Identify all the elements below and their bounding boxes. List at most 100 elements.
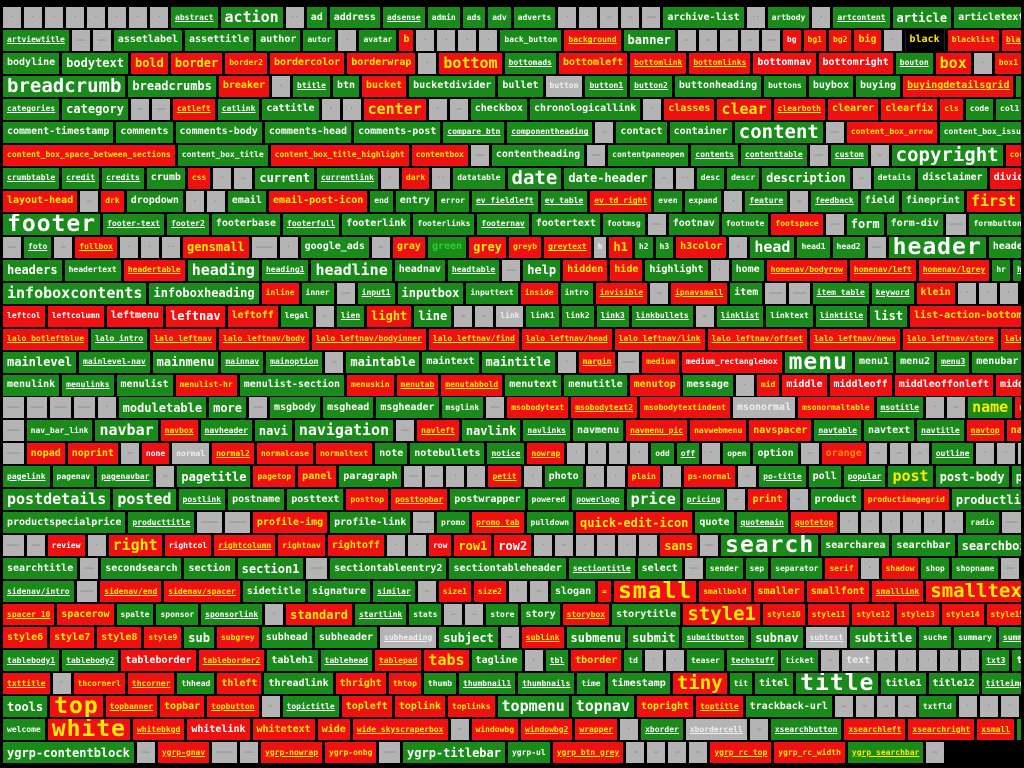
tag-box: quote — [695, 512, 734, 534]
tag-box: subtext — [805, 627, 848, 649]
illegible-tag-box: · — [630, 443, 649, 465]
tag-box: stats — [409, 604, 442, 626]
tag-box: petit — [488, 466, 521, 488]
tag-box: msotitle — [876, 397, 924, 419]
tag-box: background — [564, 29, 621, 51]
tag-box: storybox — [562, 604, 610, 626]
tag-box: thumbnail1 — [459, 673, 516, 695]
tag-box: pagetitle — [177, 466, 251, 488]
illegible-tag-box: · — [597, 535, 616, 557]
tag-box: bg1 — [803, 29, 826, 51]
tag-row: ——— nav_bar_link navbar navbox navheader navi… — [3, 420, 1021, 442]
tag-box: topbar — [160, 696, 205, 718]
tag-box: powerlogo — [572, 489, 624, 511]
illegible-tag-box: — — [740, 29, 759, 51]
tag-box: h — [593, 236, 607, 258]
tag-box: ev_fieldleft — [471, 190, 538, 212]
tag-box: comments-head — [264, 121, 352, 143]
tag-row: ygrp-contentblock —— ygrp-gnav ———— —— ygrp-n… — [3, 742, 1021, 763]
illegible-tag-box: — — [647, 742, 666, 763]
illegible-tag-box: — — [325, 351, 344, 373]
tag-row: txttitle · thcornerl thcorner thhead thleft th… — [3, 673, 1021, 695]
tag-box: inputtext — [466, 282, 518, 304]
tag-row: ——— —— review · right rightcol rightcolumn righ… — [3, 535, 1021, 557]
tag-box: contact — [616, 121, 667, 143]
tag-box: btitle — [293, 75, 330, 97]
tag-box: content_box_title — [177, 144, 268, 166]
tag-box: bordercolor — [269, 52, 345, 74]
tag-row: searchtitle —— secondsearch section section1… — [3, 558, 1021, 580]
tag-box: wide_skyscraperbox — [352, 719, 448, 741]
tag-box: title — [796, 673, 879, 695]
tag-box: outline — [931, 443, 974, 465]
tag-box: divider — [989, 167, 1021, 189]
tag-box: inputbox — [397, 282, 464, 304]
illegible-tag-box: · — [24, 7, 42, 28]
tag-box: msobodytext2 — [571, 397, 638, 419]
tag-box: button1 — [585, 75, 628, 97]
tag-box: articletext — [954, 7, 1021, 28]
illegible-tag-box: · — [840, 512, 859, 534]
tag-box: middleoffonleft — [894, 374, 993, 396]
illegible-tag-box: — — [465, 604, 484, 626]
tag-box: leftnav — [166, 305, 225, 327]
tag-box: navtext — [863, 420, 915, 442]
tag-box: big — [854, 29, 881, 51]
tag-box: = — [598, 581, 611, 603]
illegible-tag-box: —— — [700, 535, 719, 557]
tag-box: searcharea — [821, 535, 890, 557]
tag-box: subgrey — [216, 627, 259, 649]
illegible-tag-box: —— — [470, 144, 489, 166]
tag-box: headtable — [447, 259, 500, 281]
illegible-tag-box: — — [926, 742, 945, 763]
illegible-tag-box: — — [371, 236, 390, 258]
illegible-tag-box: · — [919, 650, 938, 672]
tag-box: css — [187, 167, 211, 189]
tag-box: input1 — [357, 282, 395, 304]
illegible-tag-box: — — [889, 443, 908, 465]
tag-box: infoboxheading — [149, 282, 259, 304]
tag-box: sponsorlink — [201, 604, 263, 626]
tag-box: greytext — [544, 236, 591, 258]
tag-box: postlink — [178, 489, 226, 511]
tag-box: tiny — [672, 673, 727, 695]
tag-box: expand — [684, 190, 722, 212]
tag-box: navlinks — [523, 420, 570, 442]
tag-box: navspacer — [749, 420, 812, 442]
tag-box: button2 — [630, 75, 672, 97]
tag-row: infoboxcontents infoboxheading inline inner… — [3, 282, 1021, 304]
illegible-tag-box: — — [600, 7, 619, 28]
tag-row: artviewtitle —— —— assetlabel assettitle auth… — [3, 29, 1021, 51]
tag-box: more — [209, 397, 247, 419]
tag-box: maintext — [422, 351, 479, 373]
illegible-tag-box: · — [882, 512, 901, 534]
illegible-tag-box: — — [120, 443, 139, 465]
tag-box: tablebody2 — [62, 650, 119, 672]
tag-box: smaller — [753, 581, 804, 603]
illegible-tag-box: — — [234, 167, 253, 189]
tag-box: small — [613, 581, 697, 603]
tag-box: welcome — [3, 719, 45, 741]
tag-box: content_box_space_between_sections — [3, 144, 175, 166]
tag-box: ygrp_rc_width — [774, 742, 845, 763]
tag-box: right — [108, 535, 162, 557]
tag-row: welcome white whitebkgd whitelink whitetext w… — [3, 719, 1021, 741]
tag-box: profile-img — [252, 512, 328, 534]
tag-box: postdetails — [3, 489, 111, 511]
illegible-tag-box: — — [800, 443, 819, 465]
tag-box: separator — [771, 558, 823, 580]
tag-box: checkbox — [470, 98, 527, 120]
tag-box: buying — [856, 75, 901, 97]
illegible-tag-box: — — [417, 581, 436, 603]
illegible-tag-box: — — [897, 696, 916, 718]
tag-box: navigation — [294, 420, 394, 442]
illegible-tag-box: — — [449, 98, 468, 120]
illegible-tag-box: · — [735, 374, 754, 396]
tag-box: hrule — [1012, 259, 1021, 281]
tag-box: menutop — [629, 374, 680, 396]
illegible-tag-box: ——— — [26, 397, 48, 419]
illegible-tag-box: · — [997, 443, 1016, 465]
tag-box: ygrp-onbg — [325, 742, 377, 763]
tag-box: line — [414, 305, 452, 327]
tag-box: promo — [437, 512, 470, 534]
